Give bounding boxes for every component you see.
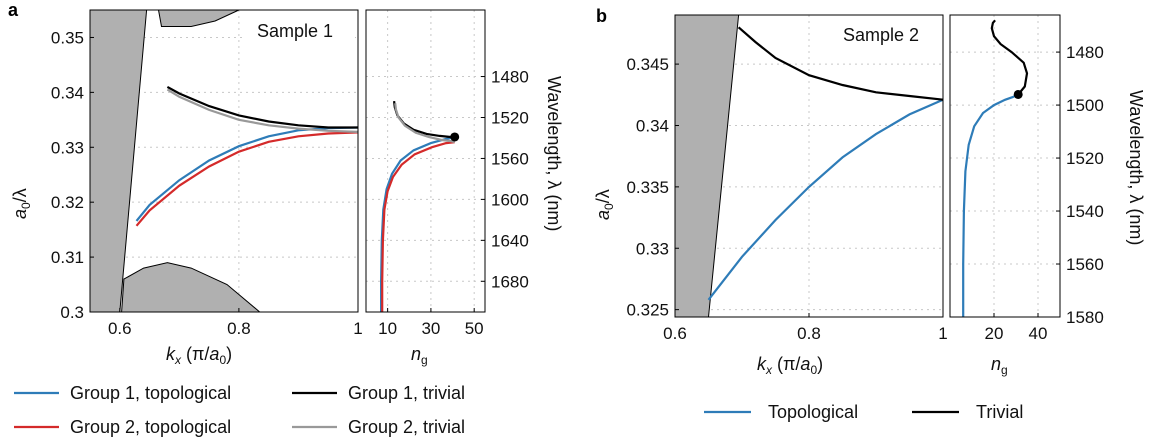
panel-b-wavelength-label: Wavelength, λ (nm) xyxy=(1126,90,1146,245)
panel-a-ng-xlabel: ng xyxy=(411,344,428,367)
a1-ytick-label-4: 0.34 xyxy=(51,83,84,102)
legend-b-label-trivial: Trivial xyxy=(976,402,1023,422)
a1-line-group-2-trivial xyxy=(166,88,359,133)
panel-b-ng-series xyxy=(962,19,1029,317)
a2-line-group-2-topological xyxy=(381,141,455,312)
a1-light-cone-region xyxy=(89,9,148,313)
a1-xtick-label-1: 0.8 xyxy=(227,319,251,338)
a2-ytick-label-2: 1560 xyxy=(491,149,529,168)
a1-xtick-label-2: 1 xyxy=(353,319,362,338)
panel-b-dispersion-ticks: 0.6 0.8 1 0.325 0.33 0.335 0.34 0.345 xyxy=(626,55,947,343)
b2-line-trivial xyxy=(990,19,1029,96)
panel-a-wavelength-label: Wavelength, λ (nm) xyxy=(544,76,564,231)
panel-a-ng-frame xyxy=(365,9,486,313)
panel-a-dispersion-series xyxy=(135,85,359,227)
legend-panel-b: Topological Trivial xyxy=(704,402,1023,422)
a1-line-group-1-topological xyxy=(135,126,359,222)
panel-a-dispersion-plot: 0.6 0.8 10.30.310.320.330.340.35 Sample 1 … xyxy=(10,9,363,367)
panel-a-dispersion-shaded-bands xyxy=(89,9,262,313)
b2-ytick-label-4: 1560 xyxy=(1066,255,1104,274)
a1-lower-bulk-band-region xyxy=(121,262,262,313)
a2-xtick-label-2: 50 xyxy=(465,319,484,338)
b1-xtick-label-1: 0.8 xyxy=(797,324,821,343)
a2-ytick-label-4: 1640 xyxy=(491,231,529,250)
sample-2-label-bg xyxy=(833,17,941,51)
a1-ytick-label-3: 0.33 xyxy=(51,138,84,157)
panel-a-dispersion-ticks: 0.6 0.8 1 0.3 0.31 0.32 0.33 0.34 0.35 xyxy=(51,28,363,338)
panel-b-ng-ticks: 20 40 1480 1500 1520 1540 1560 1580 xyxy=(985,43,1104,343)
b1-ytick-label-1: 0.33 xyxy=(636,239,669,258)
legend-b-label-topological: Topological xyxy=(768,402,858,422)
a2-line-group-2-trivial xyxy=(394,103,455,144)
a1-xtick-label-0: 0.6 xyxy=(108,319,132,338)
panel-b-ng-grid xyxy=(950,15,1060,318)
a2-line-group-1-trivial xyxy=(393,100,455,138)
b1-ytick-label-4: 0.345 xyxy=(626,55,669,74)
legend-a-label-group-1-trivial: Group 1, trivial xyxy=(348,383,465,403)
a2-line-group-1-topological xyxy=(380,135,455,312)
b2-xtick-label-0: 20 xyxy=(985,324,1004,343)
b1-ytick-label-2: 0.335 xyxy=(626,178,669,197)
b2-ytick-label-0: 1480 xyxy=(1066,43,1104,62)
b2-xtick-label-1: 40 xyxy=(1029,324,1048,343)
panel-b-dispersion-series xyxy=(707,26,944,301)
panel-a-xlabel: kx (π/a0) xyxy=(166,344,232,367)
legend-a-label-group-2-topological: Group 2, topological xyxy=(70,417,231,437)
panel-b-letter: b xyxy=(596,6,607,26)
b1-line-topological xyxy=(707,98,944,301)
b2-ytick-label-2: 1520 xyxy=(1066,149,1104,168)
a1-upper-bulk-band-region xyxy=(157,9,240,27)
a2-xtick-label-1: 30 xyxy=(421,319,440,338)
panel-a-letter: a xyxy=(8,0,19,20)
a2-ytick-label-1: 1520 xyxy=(491,108,529,127)
panel-a-ylabel: a0/λ xyxy=(10,188,33,219)
a2-ytick-label-5: 1680 xyxy=(491,272,529,291)
panel-a-group-index-plot: 10 30 50 1480 1520 1560 1600 1640 1680 ng Wavele… xyxy=(365,9,564,367)
sample-1-label-bg xyxy=(245,12,355,46)
b2-ytick-label-5: 1580 xyxy=(1066,308,1104,327)
panel-b-group-index-plot: 20 40 1480 1500 1520 1540 1560 1580 ng Waveleng… xyxy=(949,14,1146,377)
b1-xtick-label-2: 1 xyxy=(938,324,947,343)
b2-line-topological xyxy=(962,93,1019,317)
panel-b-ylabel: a0/λ xyxy=(593,189,616,220)
a2-ytick-label-0: 1480 xyxy=(491,68,529,87)
sample-1-label: Sample 1 xyxy=(257,21,333,41)
a2-ytick-label-3: 1600 xyxy=(491,190,529,209)
panel-b-ng-xlabel: ng xyxy=(991,354,1008,377)
panel-b-dispersion-frame xyxy=(674,14,944,318)
panel-a-dispersion-frame xyxy=(89,9,359,313)
panel-b-ng-frame xyxy=(949,14,1061,318)
b1-xtick-label-0: 0.6 xyxy=(663,324,687,343)
b2-ytick-label-1: 1500 xyxy=(1066,96,1104,115)
a1-ytick-label-0: 0.3 xyxy=(60,303,84,322)
panel-a-ng-series xyxy=(380,100,460,312)
a2-marker-0 xyxy=(450,132,460,142)
a1-line-group-2-topological xyxy=(135,131,359,227)
panel-b-xlabel: kx (π/a0) xyxy=(757,354,823,377)
legend-a-label-group-1-topological: Group 1, topological xyxy=(70,383,231,403)
b1-line-trivial xyxy=(737,26,944,101)
a1-line-group-1-trivial xyxy=(166,85,358,129)
panel-a-ng-ticks: 10 30 50 1480 1520 1560 1600 1640 1680 xyxy=(378,68,529,338)
a2-xtick-label-0: 10 xyxy=(378,319,397,338)
b1-ytick-label-3: 0.34 xyxy=(636,116,669,135)
legend-panel-a: Group 1, topological Group 1, trivial Grou… xyxy=(14,383,465,437)
a1-ytick-label-1: 0.31 xyxy=(51,248,84,267)
legend-a-label-group-2-trivial: Group 2, trivial xyxy=(348,417,465,437)
sample-2-label: Sample 2 xyxy=(843,25,919,45)
panel-a-ng-grid xyxy=(366,10,485,312)
b1-ytick-label-0: 0.325 xyxy=(626,301,669,320)
b2-ytick-label-3: 1540 xyxy=(1066,202,1104,221)
b2-marker-0 xyxy=(1013,89,1023,99)
a1-ytick-label-5: 0.35 xyxy=(51,28,84,47)
a1-ytick-label-2: 0.32 xyxy=(51,193,84,212)
